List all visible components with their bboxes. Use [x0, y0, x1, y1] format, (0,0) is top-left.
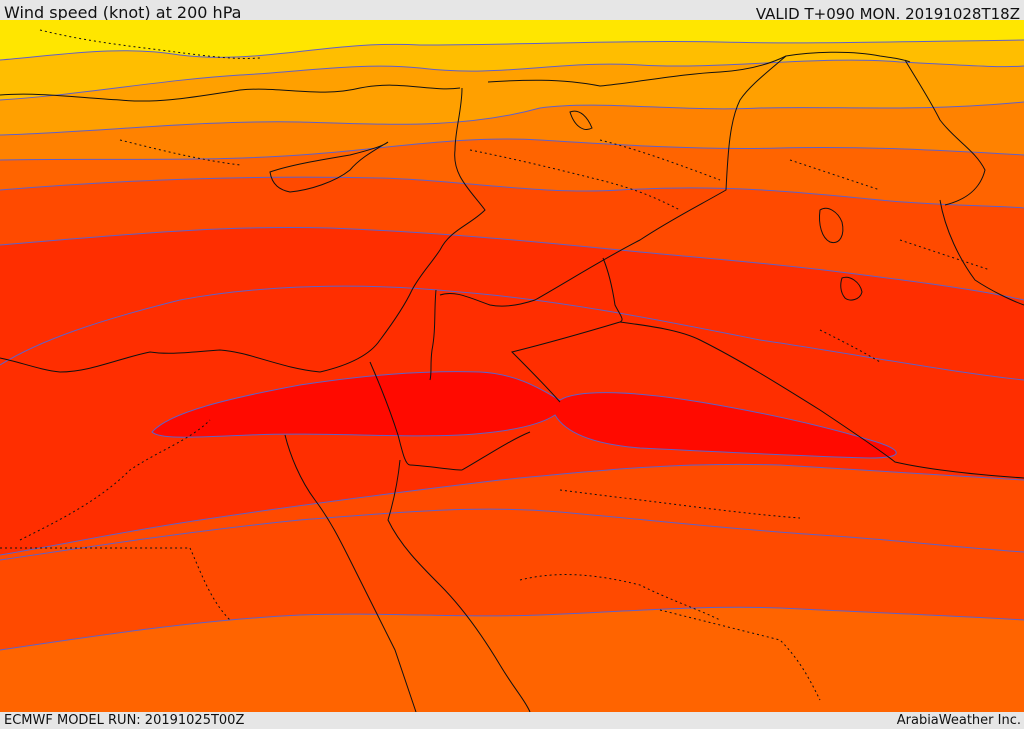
province-borders	[0, 29, 991, 701]
valid-time: VALID T+090 MON. 20191028T18Z	[755, 5, 1020, 23]
map-title: Wind speed (knot) at 200 hPa	[4, 3, 242, 22]
model-run: ECMWF MODEL RUN: 20191025T00Z	[4, 713, 245, 728]
jet-core-max	[152, 371, 897, 458]
header-bar: Wind speed (knot) at 200 hPa VALID T+090…	[0, 0, 1024, 23]
wind-speed-map	[0, 20, 1024, 712]
credit: ArabiaWeather Inc.	[896, 713, 1021, 728]
band-level-4-south	[0, 607, 1024, 712]
footer-bar: ECMWF MODEL RUN: 20191025T00Z ArabiaWeat…	[0, 712, 1024, 729]
band-level-3-south	[0, 699, 1024, 712]
country-borders	[369, 51, 1024, 479]
coastlines	[0, 59, 1024, 712]
isotach-contours	[0, 39, 1024, 651]
